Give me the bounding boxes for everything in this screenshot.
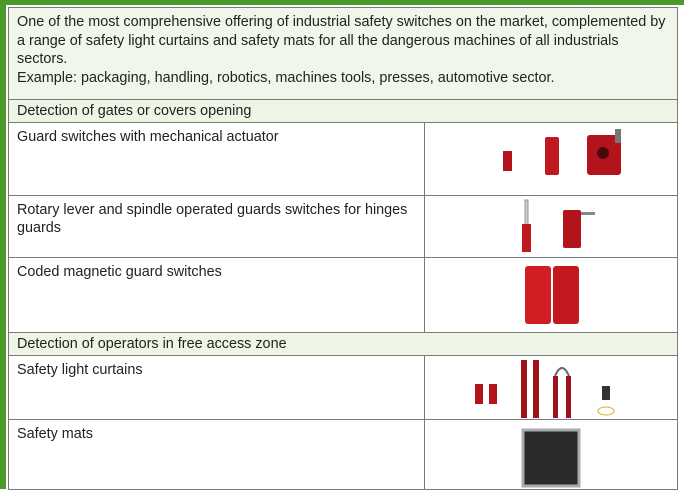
- row-label: Rotary lever and spindle operated guards…: [8, 196, 425, 258]
- product-image: [522, 199, 595, 252]
- intro-text: One of the most comprehensive offering o…: [17, 14, 666, 68]
- intro: One of the most comprehensive offering o…: [8, 7, 678, 100]
- top-border: [0, 0, 684, 5]
- product-image: [475, 360, 615, 418]
- section-title: Detection of gates or covers opening: [8, 100, 678, 123]
- product-image: [521, 428, 581, 488]
- row-image: [424, 123, 678, 196]
- row-label: Guard switches with mechanical actuator: [8, 123, 425, 196]
- row-image: [424, 196, 678, 258]
- intro-text: Example: packaging, handling, robotics, …: [17, 69, 555, 86]
- product-image: [525, 266, 579, 324]
- row-image: [424, 420, 678, 490]
- product-image: [503, 129, 621, 175]
- section-title: Detection of operators in free access zo…: [8, 333, 678, 356]
- row-image: [424, 258, 678, 333]
- row-image: [424, 356, 678, 420]
- row-label: Coded magnetic guard switches: [8, 258, 425, 333]
- row-label: Safety mats: [8, 420, 425, 490]
- left-border: [0, 0, 6, 489]
- row-label: Safety light curtains: [8, 356, 425, 420]
